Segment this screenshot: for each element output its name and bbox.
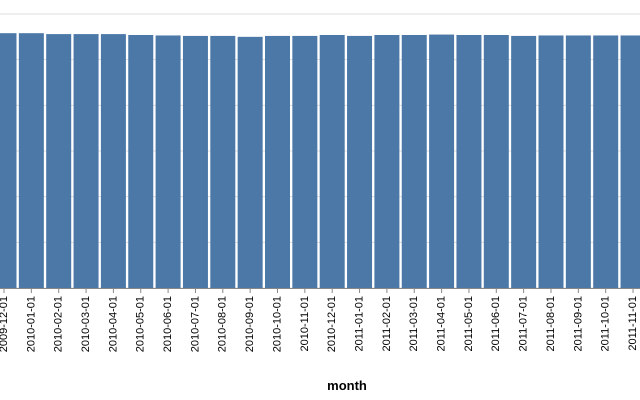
- x-tick-label: 2010-11-01: [299, 296, 311, 351]
- bar: [593, 35, 619, 288]
- x-tick-label: 2009-12-01: [0, 296, 10, 352]
- x-tick-label: 2011-05-01: [463, 296, 475, 351]
- bar: [347, 35, 373, 288]
- bar: [182, 35, 208, 288]
- x-tick-label: 2010-06-01: [162, 296, 174, 352]
- x-tick-label: 2011-03-01: [408, 296, 420, 351]
- x-tick-label: 2010-02-01: [53, 296, 65, 352]
- x-tick-label: 2010-10-01: [271, 296, 283, 352]
- x-tick-label: 2010-04-01: [107, 296, 119, 352]
- x-tick-label: 2010-03-01: [80, 296, 92, 352]
- bar: [374, 35, 400, 288]
- bar: [128, 35, 154, 288]
- bar: [319, 35, 345, 288]
- bar: [538, 35, 564, 288]
- bar: [18, 33, 44, 289]
- x-tick-label: 2011-09-01: [572, 296, 584, 351]
- bar: [155, 35, 181, 288]
- bar: [73, 34, 99, 288]
- bar: [401, 35, 427, 288]
- x-axis-title: month: [327, 378, 367, 393]
- bar: [565, 35, 591, 288]
- x-tick-label: 2011-02-01: [381, 296, 393, 351]
- bar: [429, 34, 455, 288]
- bar: [511, 35, 537, 288]
- bar: [237, 36, 263, 289]
- bar: [46, 34, 72, 288]
- x-tick-label: 2011-01-01: [353, 296, 365, 351]
- x-tick-label: 2011-08-01: [545, 296, 557, 351]
- bar: [210, 35, 236, 288]
- bar: [0, 33, 17, 289]
- bar: [265, 35, 290, 288]
- x-tick-label: 2010-09-01: [244, 296, 256, 352]
- bar: [292, 35, 318, 288]
- x-tick-label: 2010-07-01: [189, 296, 201, 352]
- x-tick-label: 2011-11-01: [627, 296, 639, 351]
- bar: [483, 35, 509, 288]
- x-tick-label: 2010-05-01: [135, 296, 147, 352]
- bar: [620, 35, 640, 288]
- x-tick-label: 2010-08-01: [217, 296, 229, 352]
- bar: [456, 35, 482, 288]
- x-tick-label: 2010-12-01: [326, 296, 338, 352]
- bar: [100, 34, 126, 288]
- x-tick-label: 2011-10-01: [600, 296, 612, 351]
- x-tick-label: 2010-01-01: [25, 296, 37, 352]
- x-tick-label: 2011-06-01: [490, 296, 502, 351]
- x-tick-label: 2011-04-01: [436, 296, 448, 351]
- x-tick-label: 2011-07-01: [518, 296, 530, 351]
